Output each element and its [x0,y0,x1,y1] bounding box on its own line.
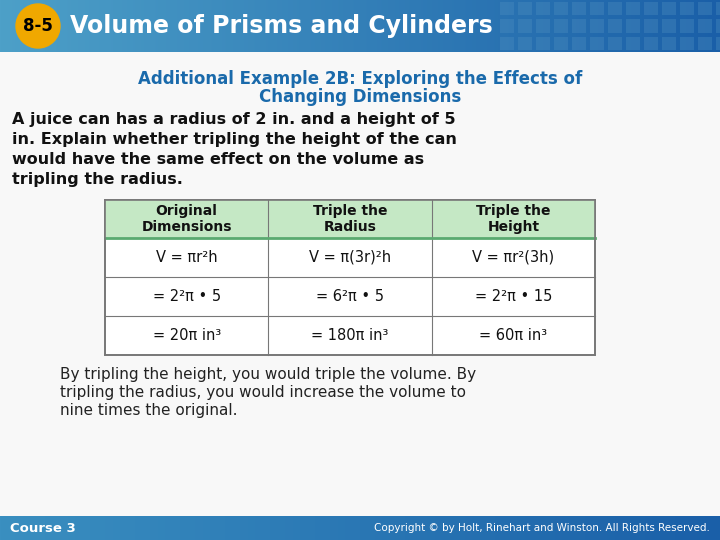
FancyBboxPatch shape [500,19,514,32]
Text: Course 3: Course 3 [10,522,76,535]
FancyBboxPatch shape [572,19,586,32]
Text: Volume of Prisms and Cylinders: Volume of Prisms and Cylinders [70,14,492,38]
FancyBboxPatch shape [698,2,712,15]
Text: = 2²π • 15: = 2²π • 15 [474,289,552,304]
FancyBboxPatch shape [105,200,269,238]
Text: By tripling the height, you would triple the volume. By: By tripling the height, you would triple… [60,367,476,382]
Text: Copyright © by Holt, Rinehart and Winston. All Rights Reserved.: Copyright © by Holt, Rinehart and Winsto… [374,523,710,533]
Text: Triple the
Radius: Triple the Radius [312,204,387,234]
FancyBboxPatch shape [662,19,676,32]
Text: Additional Example 2B: Exploring the Effects of: Additional Example 2B: Exploring the Eff… [138,70,582,88]
Text: V = πr²h: V = πr²h [156,250,217,265]
FancyBboxPatch shape [626,2,640,15]
Text: nine times the original.: nine times the original. [60,403,238,418]
FancyBboxPatch shape [662,2,676,15]
FancyBboxPatch shape [626,37,640,50]
FancyBboxPatch shape [536,19,550,32]
Text: V = πr²(3h): V = πr²(3h) [472,250,554,265]
Circle shape [16,4,60,48]
FancyBboxPatch shape [554,37,568,50]
FancyBboxPatch shape [590,2,604,15]
FancyBboxPatch shape [572,37,586,50]
Text: Original
Dimensions: Original Dimensions [141,204,232,234]
FancyBboxPatch shape [518,2,532,15]
FancyBboxPatch shape [698,37,712,50]
FancyBboxPatch shape [644,2,658,15]
FancyBboxPatch shape [698,19,712,32]
FancyBboxPatch shape [608,2,622,15]
FancyBboxPatch shape [500,2,514,15]
FancyBboxPatch shape [269,200,432,238]
FancyBboxPatch shape [608,37,622,50]
FancyBboxPatch shape [590,37,604,50]
FancyBboxPatch shape [662,37,676,50]
FancyBboxPatch shape [680,19,694,32]
Text: Triple the
Height: Triple the Height [476,204,551,234]
FancyBboxPatch shape [572,2,586,15]
FancyBboxPatch shape [518,37,532,50]
FancyBboxPatch shape [105,200,595,355]
Text: = 2²π • 5: = 2²π • 5 [153,289,221,304]
Text: 8-5: 8-5 [23,17,53,35]
Text: = 20π in³: = 20π in³ [153,328,221,343]
Text: tripling the radius, you would increase the volume to: tripling the radius, you would increase … [60,385,466,400]
FancyBboxPatch shape [644,37,658,50]
FancyBboxPatch shape [626,19,640,32]
Text: tripling the radius.: tripling the radius. [12,172,183,187]
FancyBboxPatch shape [518,19,532,32]
Text: in. Explain whether tripling the height of the can: in. Explain whether tripling the height … [12,132,457,147]
Text: = 60π in³: = 60π in³ [480,328,547,343]
FancyBboxPatch shape [644,19,658,32]
FancyBboxPatch shape [680,37,694,50]
FancyBboxPatch shape [590,19,604,32]
FancyBboxPatch shape [500,37,514,50]
Text: = 180π in³: = 180π in³ [311,328,389,343]
FancyBboxPatch shape [680,2,694,15]
FancyBboxPatch shape [716,19,720,32]
Text: A juice can has a radius of 2 in. and a height of 5: A juice can has a radius of 2 in. and a … [12,112,456,127]
Text: Changing Dimensions: Changing Dimensions [259,88,461,106]
Text: V = π(3r)²h: V = π(3r)²h [309,250,391,265]
FancyBboxPatch shape [716,37,720,50]
FancyBboxPatch shape [554,2,568,15]
FancyBboxPatch shape [536,37,550,50]
FancyBboxPatch shape [716,2,720,15]
FancyBboxPatch shape [536,2,550,15]
FancyBboxPatch shape [554,19,568,32]
Text: = 6²π • 5: = 6²π • 5 [316,289,384,304]
FancyBboxPatch shape [432,200,595,238]
FancyBboxPatch shape [608,19,622,32]
Text: would have the same effect on the volume as: would have the same effect on the volume… [12,152,424,167]
